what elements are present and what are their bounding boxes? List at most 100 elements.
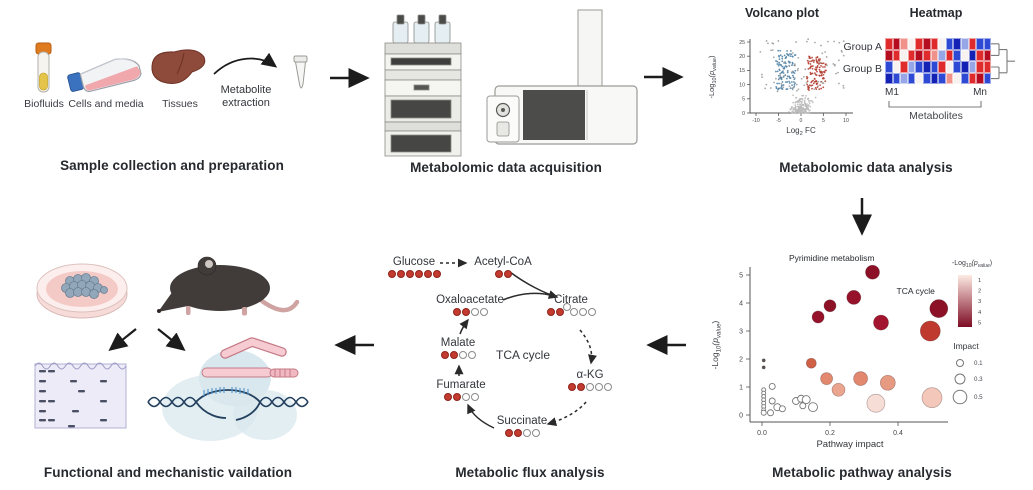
heatmap-cell	[953, 61, 961, 73]
heatmap-cell	[945, 49, 954, 62]
flux-metabolite--kg: α-KG	[530, 369, 650, 391]
validation-panel-title: Functional and mechanistic vaildation	[43, 465, 293, 480]
heatmap-cell	[945, 38, 954, 50]
labeled-carbon	[568, 383, 576, 391]
svg-text:-5: -5	[776, 118, 781, 124]
carbon-circles	[410, 308, 530, 316]
labeled-carbon	[443, 393, 452, 401]
heatmap-cell	[930, 49, 939, 62]
heatmap-cell	[930, 38, 939, 50]
svg-text:2: 2	[739, 356, 743, 363]
heatmap-grid	[885, 38, 992, 85]
heatmap-cell	[983, 72, 992, 85]
svg-text:5: 5	[978, 320, 981, 326]
heatmap-cell	[907, 61, 916, 73]
svg-text:5: 5	[739, 272, 743, 279]
validation-illustrations	[34, 256, 309, 441]
tca-cycle-label: TCA cycle	[495, 348, 550, 362]
flux-metabolite-fumarate: Fumarate	[401, 379, 521, 401]
svg-text:10: 10	[739, 82, 745, 88]
heatmap-cell	[968, 61, 977, 73]
svg-text:Pathway impact: Pathway impact	[816, 439, 883, 450]
svg-text:4: 4	[739, 300, 743, 307]
arrow-succinate-fumarate	[467, 403, 495, 429]
heatmap-cell	[976, 61, 984, 73]
labeled-carbon	[440, 351, 449, 359]
flux-arrows	[440, 258, 597, 429]
labeled-carbon	[504, 429, 513, 437]
labeled-carbon	[494, 270, 503, 278]
heatmap-group-b-label: Group B	[842, 63, 882, 75]
heatmap-cell	[900, 61, 908, 73]
heatmap-cell	[915, 49, 923, 62]
svg-text:0.0: 0.0	[757, 430, 767, 437]
labeled-carbon	[432, 270, 441, 278]
heatmap-cell	[976, 38, 984, 50]
flux-metabolite-name: Glucose	[392, 256, 436, 268]
heatmap-cell	[907, 38, 916, 50]
petri-dish-icon	[36, 263, 128, 319]
unlabeled-carbon	[604, 383, 612, 391]
svg-text:1: 1	[739, 384, 743, 391]
unlabeled-carbon	[470, 393, 479, 401]
svg-text:0: 0	[742, 111, 745, 117]
unlabeled-carbon	[467, 351, 476, 359]
flux-metabolite-name: α-KG	[576, 369, 604, 381]
heatmap-m1-label: M1	[885, 87, 899, 98]
svg-text:25: 25	[739, 40, 745, 46]
flux-metabolite-citrate: Citrate	[511, 294, 631, 316]
heatmap-metabolites-label: Metabolites	[909, 110, 963, 122]
svg-text:5: 5	[822, 118, 825, 124]
cells-media-label: Cells and media	[68, 98, 144, 110]
heatmap-cell	[885, 61, 893, 73]
labeled-carbon	[513, 429, 522, 437]
unlabeled-carbon	[531, 429, 540, 437]
unlabeled-carbon	[458, 351, 467, 359]
heatmap-cell	[900, 49, 908, 62]
heatmap-cell	[885, 49, 893, 62]
carbon-circles	[354, 270, 474, 278]
heatmap-cell	[900, 72, 908, 85]
heatmap-cell	[968, 72, 977, 85]
heatmap-mn-label: Mn	[973, 87, 987, 98]
arrow-malate-oxaloacetate	[459, 318, 469, 335]
unlabeled-carbon	[578, 308, 587, 316]
metabolite-extraction-arrow	[213, 52, 278, 75]
heatmap-bracket	[888, 101, 982, 108]
flux-metabolite-name: Acetyl-CoA	[474, 256, 532, 268]
heatmap-cell	[900, 38, 908, 50]
heatmap-cell	[892, 61, 901, 73]
unlabeled-carbon	[522, 429, 531, 437]
labeled-carbon	[423, 270, 432, 278]
flux-metabolite-name: Succinate	[496, 415, 548, 427]
heatmap-cell	[976, 49, 984, 62]
unlabeled-carbon	[595, 383, 603, 391]
heatmap-cell	[960, 61, 969, 73]
unlabeled-carbon	[461, 393, 470, 401]
labeled-carbon	[414, 270, 423, 278]
unlabeled-carbon	[562, 303, 571, 311]
analysis-panel-title: Metabolomic data analysis	[779, 160, 953, 175]
unlabeled-carbon	[587, 308, 596, 316]
labeled-carbon	[387, 270, 396, 278]
mass-spectrometer	[486, 9, 638, 145]
heatmap-cell	[885, 72, 893, 85]
svg-text:-Log10(pvalue): -Log10(pvalue)	[952, 260, 992, 269]
blood-tube-icon	[35, 42, 52, 93]
acquisition-panel-title: Metabolomic data acquisition	[410, 160, 602, 175]
svg-text:0.1: 0.1	[974, 360, 983, 367]
heatmap-cell	[915, 72, 923, 85]
labeled-carbon	[503, 270, 512, 278]
svg-text:0: 0	[739, 412, 743, 419]
unlabeled-carbon	[470, 308, 479, 316]
heatmap-cell	[968, 49, 977, 62]
heatmap-cell	[983, 61, 992, 73]
labeled-carbon	[405, 270, 414, 278]
carbon-circles	[443, 270, 563, 278]
svg-text:-Log10(pvalue): -Log10(pvalue)	[707, 55, 718, 99]
tissues-label: Tissues	[162, 98, 198, 110]
biofluids-label: Biofluids	[24, 98, 64, 110]
svg-text:2: 2	[978, 289, 981, 295]
heatmap-cell	[930, 61, 939, 73]
